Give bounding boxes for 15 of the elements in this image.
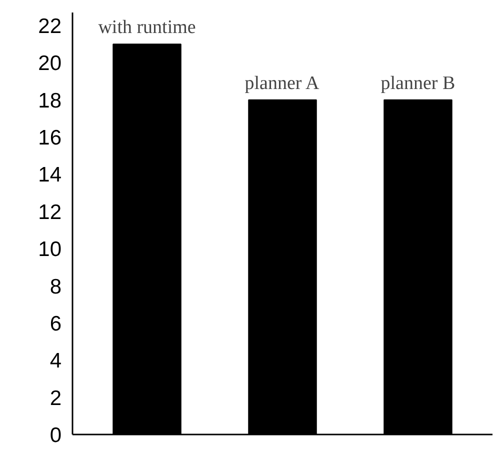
y-tick-label: 18 <box>38 89 62 112</box>
x-tick-label: with runtime <box>98 17 196 38</box>
y-tick-label: 22 <box>38 15 62 38</box>
y-tick-label: 6 <box>50 312 62 336</box>
y-tick-label: 20 <box>38 52 62 76</box>
x-tick-label: planner B <box>380 72 456 94</box>
y-tick-label: 16 <box>38 126 62 150</box>
y-tick-label: 4 <box>50 350 62 373</box>
x-tick-label: planner A <box>244 72 320 94</box>
y-tick-label: 0 <box>50 424 62 447</box>
y-tick-label: 10 <box>38 238 62 262</box>
y-tick-label: 12 <box>38 200 62 224</box>
y-tick-label: 14 <box>38 164 62 187</box>
y-tick-label: 8 <box>50 275 62 298</box>
y-tick-label: 2 <box>50 386 62 410</box>
